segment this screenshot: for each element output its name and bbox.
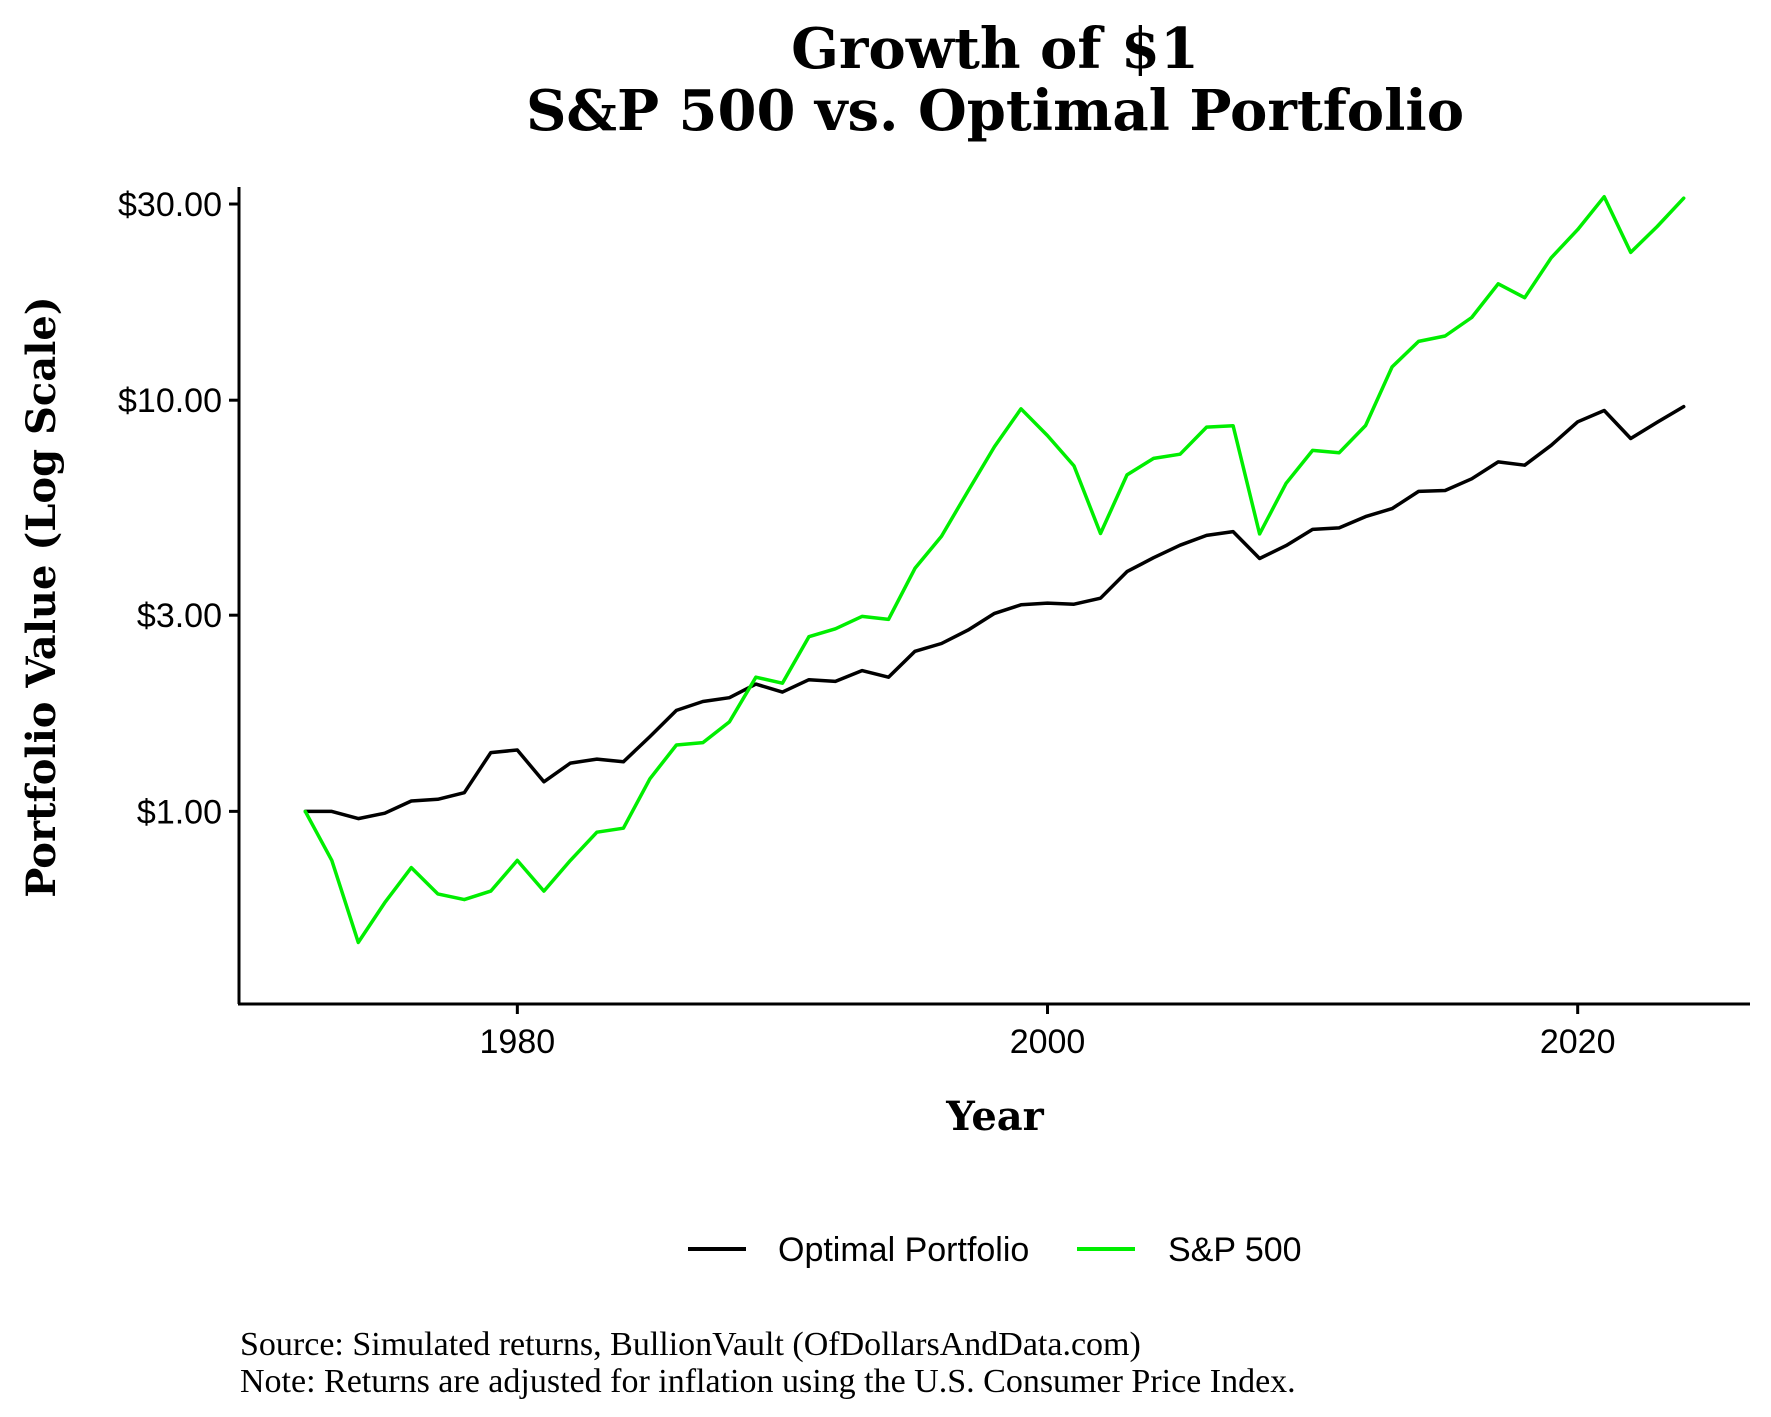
series-lines [303,194,1686,945]
legend-label: Optimal Portfolio [778,1231,1029,1269]
y-tick-label: $10.00 [118,382,222,420]
x-axis-title: Year [945,1093,1044,1140]
y-tick-label: $1.00 [137,793,222,831]
series-line-optimal-portfolio [303,404,1686,821]
y-ticks: $1.00 $3.00 $10.00 $30.00 [118,186,239,831]
x-tick-label: 2020 [1540,1023,1616,1061]
legend: Optimal Portfolio S&P 500 [688,1231,1302,1269]
y-tick-label: $30.00 [118,186,222,224]
chart-title-line-1: Growth of $1 [791,16,1199,82]
y-axis-title: Portfolio Value (Log Scale) [18,296,65,897]
chart-title-line-2: S&P 500 vs. Optimal Portfolio [526,78,1464,144]
source-note: Source: Simulated returns, BullionVault … [240,1326,1141,1363]
x-tick-label: 2000 [1010,1023,1086,1061]
inflation-note: Note: Returns are adjusted for inflation… [240,1363,1296,1400]
x-ticks: 1980 2000 2020 [480,1004,1616,1061]
x-tick-label: 1980 [480,1023,556,1061]
series-line-sp-500 [303,194,1686,945]
y-tick-label: $3.00 [137,597,222,635]
legend-label: S&P 500 [1168,1231,1302,1269]
